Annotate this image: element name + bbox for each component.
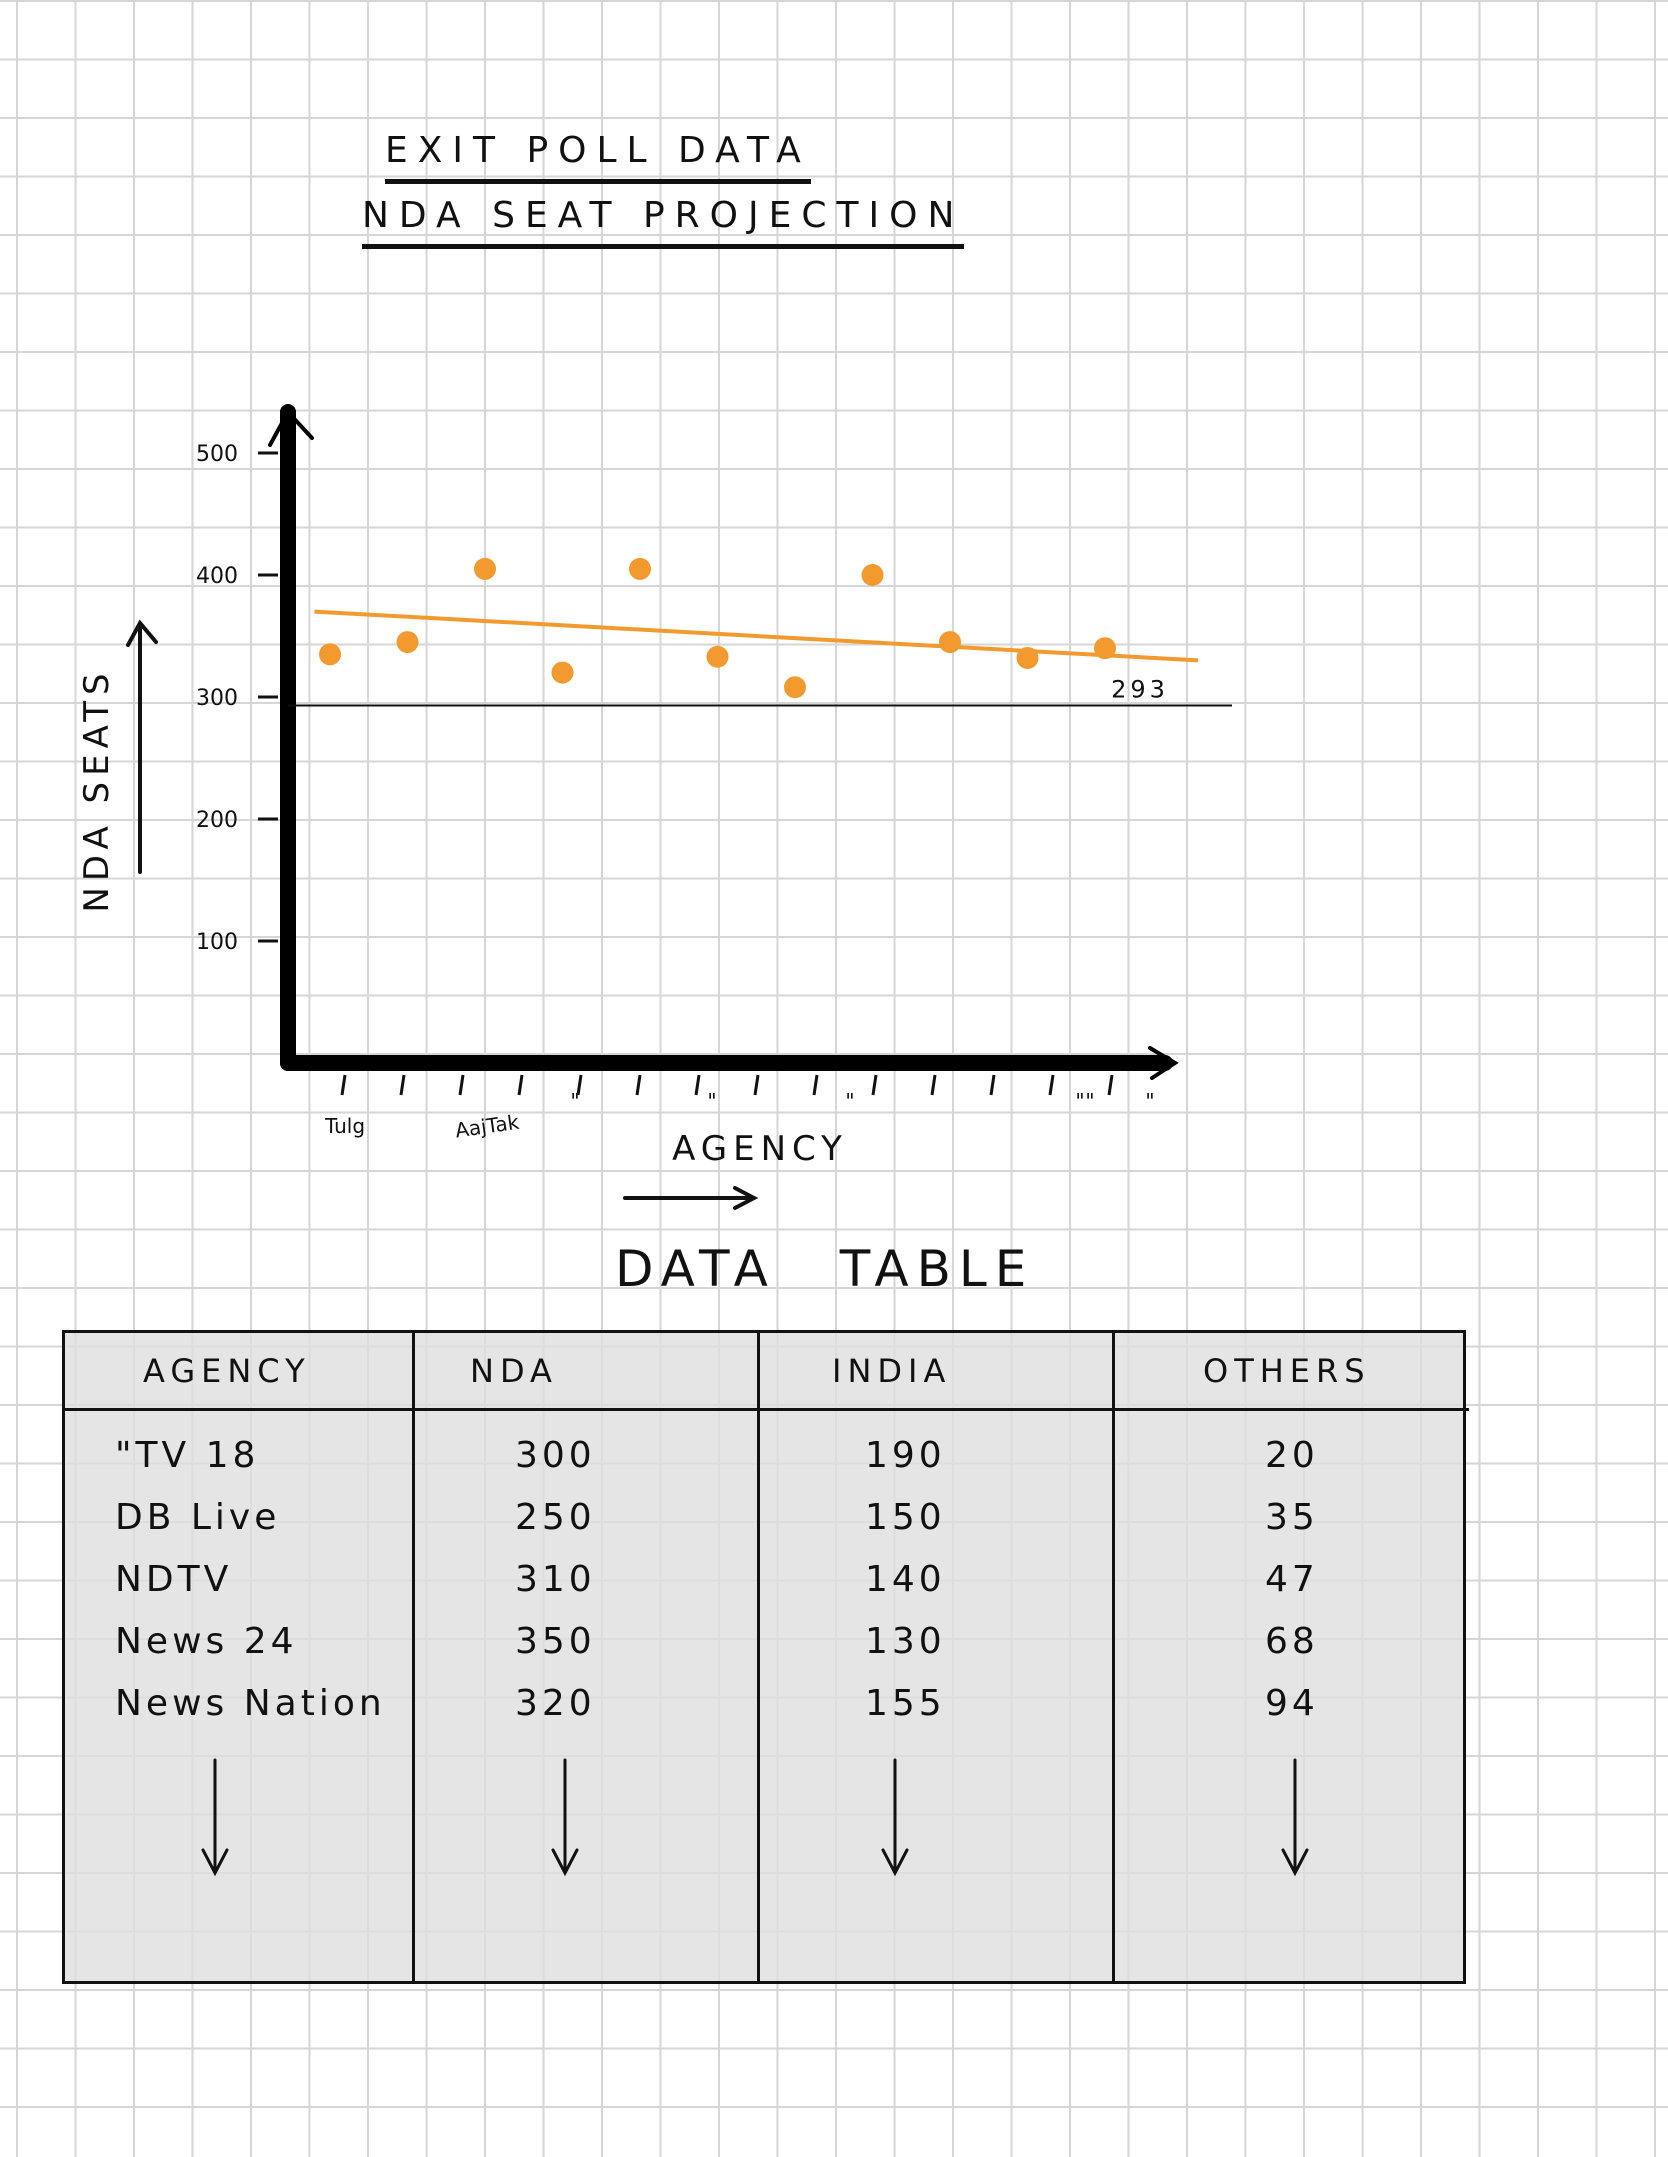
table-cell: NDTV — [115, 1559, 233, 1600]
data-point — [861, 564, 884, 586]
header-nda: NDA — [415, 1333, 757, 1411]
chart-subtitle: NDA SEAT PROJECTION — [362, 195, 965, 249]
reference-line-label: 293 — [1111, 676, 1169, 704]
table-cell: 20 — [1265, 1435, 1319, 1476]
x-tick-mark — [753, 1074, 760, 1096]
arrow-down-icon — [201, 1758, 229, 1877]
chart-title: EXIT POLL DATA — [385, 130, 811, 184]
x-tick-mark — [517, 1074, 524, 1096]
x-tick-mark — [812, 1074, 819, 1096]
y-tick-label: 100 — [196, 930, 238, 955]
table-cell: 190 — [865, 1435, 946, 1476]
column-others: OTHERS 20 35 47 68 94 — [1115, 1333, 1469, 1981]
arrow-down-icon — [551, 1758, 579, 1877]
table-cell: 94 — [1265, 1683, 1319, 1724]
x-tick-mark — [1107, 1074, 1114, 1096]
x-tick-mark — [399, 1074, 406, 1096]
table-cell: 47 — [1265, 1559, 1319, 1600]
x-tick-label: " — [707, 1089, 716, 1113]
data-point — [319, 643, 341, 666]
column-nda: NDA 300 250 310 350 320 — [415, 1333, 760, 1981]
x-tick-label: " — [1075, 1089, 1084, 1113]
y-axis-arrowhead — [268, 408, 314, 447]
data-point — [629, 557, 651, 580]
table-cell: 68 — [1265, 1621, 1319, 1662]
x-tick-label: " — [845, 1089, 854, 1113]
table-cell: 150 — [865, 1497, 946, 1538]
table-cell: 140 — [865, 1559, 946, 1600]
table-cell: 155 — [865, 1683, 946, 1724]
x-tick-mark — [930, 1074, 937, 1096]
x-tick-mark — [458, 1074, 465, 1096]
x-tick-label: " — [1145, 1089, 1154, 1113]
x-tick-label: " — [1085, 1089, 1094, 1113]
x-tick-mark — [694, 1074, 701, 1096]
table-cell: 300 — [515, 1435, 596, 1476]
x-tick-label: AajTak — [454, 1110, 521, 1143]
arrow-down-icon — [881, 1758, 909, 1877]
table-cell: 310 — [515, 1559, 596, 1600]
x-axis-title: AGENCY — [672, 1129, 848, 1169]
data-point — [1016, 646, 1039, 669]
data-point — [1094, 637, 1116, 660]
y-axis-title-arrow — [126, 619, 158, 874]
arrow-down-icon — [1281, 1758, 1309, 1877]
y-tick-label: 300 — [196, 686, 238, 711]
column-india: INDIA 190 150 140 130 155 — [760, 1333, 1115, 1981]
x-tick-label: Tulg — [324, 1114, 365, 1138]
y-tick-label: 500 — [196, 442, 238, 467]
y-axis-title: NDA SEATS — [77, 667, 117, 912]
x-axis-arrowhead — [1148, 1046, 1179, 1080]
table-cell: DB Live — [115, 1497, 281, 1538]
data-table: AGENCY "TV 18 DB Live NDTV News 24 News … — [62, 1330, 1469, 1984]
x-tick-mark — [340, 1074, 347, 1096]
y-tick-label: 400 — [196, 564, 238, 589]
data-point — [939, 631, 961, 654]
data-point — [551, 661, 574, 684]
x-tick-mark — [871, 1074, 878, 1096]
x-tick-mark — [989, 1074, 996, 1096]
y-tick-label: 200 — [196, 808, 238, 833]
header-india: INDIA — [760, 1333, 1112, 1411]
x-tick-mark — [576, 1074, 583, 1096]
data-point — [474, 557, 496, 580]
header-others: OTHERS — [1115, 1333, 1469, 1411]
data-point — [706, 645, 729, 668]
data-point — [396, 631, 419, 654]
table-cell: "TV 18 — [115, 1435, 260, 1476]
table-cell: News 24 — [115, 1621, 298, 1662]
x-tick-mark — [635, 1074, 642, 1096]
data-point — [784, 676, 806, 699]
trend-line — [314, 609, 1199, 663]
column-agency: AGENCY "TV 18 DB Live NDTV News 24 News … — [65, 1333, 415, 1981]
table-cell: 350 — [515, 1621, 596, 1662]
x-tick-mark — [1048, 1074, 1055, 1096]
table-cell: 35 — [1265, 1497, 1319, 1538]
table-cell: 250 — [515, 1497, 596, 1538]
header-agency: AGENCY — [65, 1333, 412, 1411]
table-cell: 130 — [865, 1621, 946, 1662]
table-cell: 320 — [515, 1683, 596, 1724]
table-cell: News Nation — [115, 1683, 386, 1724]
x-axis-title-arrow — [623, 1186, 759, 1210]
x-tick-label: " — [570, 1089, 579, 1113]
table-title: DATA TABLE — [615, 1240, 1035, 1298]
